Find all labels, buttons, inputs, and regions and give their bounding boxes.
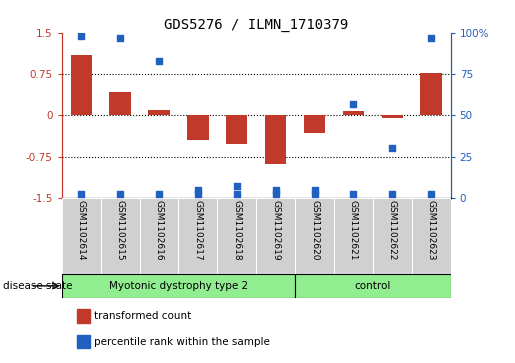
Bar [140, 198, 178, 274]
Bar [342, 111, 364, 115]
Text: GSM1102619: GSM1102619 [271, 200, 280, 261]
Point [77, 191, 85, 197]
Bar [256, 198, 295, 274]
Point [427, 191, 435, 197]
Text: GSM1102616: GSM1102616 [154, 200, 163, 261]
Point [155, 191, 163, 197]
Point [155, 58, 163, 64]
Text: percentile rank within the sample: percentile rank within the sample [94, 337, 270, 347]
Text: GSM1102617: GSM1102617 [194, 200, 202, 261]
Point [349, 101, 357, 107]
Title: GDS5276 / ILMN_1710379: GDS5276 / ILMN_1710379 [164, 18, 348, 32]
Bar [304, 115, 325, 133]
Point [388, 191, 397, 197]
Text: disease state: disease state [3, 281, 72, 291]
Bar [178, 198, 217, 274]
Bar [420, 73, 442, 115]
Text: GSM1102618: GSM1102618 [232, 200, 241, 261]
Point [311, 191, 319, 197]
Bar [295, 198, 334, 274]
Point [194, 187, 202, 192]
Point [349, 191, 357, 197]
Point [427, 35, 435, 41]
Text: control: control [355, 281, 391, 291]
Point [271, 187, 280, 192]
Point [116, 35, 124, 41]
Bar [62, 198, 101, 274]
Bar [412, 198, 451, 274]
Text: GSM1102622: GSM1102622 [388, 200, 397, 261]
Bar [100, 198, 140, 274]
Text: Myotonic dystrophy type 2: Myotonic dystrophy type 2 [109, 281, 248, 291]
Bar [187, 115, 209, 140]
Text: GSM1102615: GSM1102615 [116, 200, 125, 261]
Text: GSM1102620: GSM1102620 [310, 200, 319, 261]
Text: GSM1102614: GSM1102614 [77, 200, 85, 261]
Point [388, 145, 397, 151]
Text: GSM1102623: GSM1102623 [427, 200, 436, 261]
Bar [217, 198, 256, 274]
Point [233, 191, 241, 197]
Text: transformed count: transformed count [94, 311, 191, 321]
Point [77, 33, 85, 39]
Bar [62, 274, 295, 298]
Bar [334, 198, 373, 274]
Point [311, 187, 319, 192]
Point [194, 191, 202, 197]
Bar [265, 115, 286, 164]
Bar [295, 274, 451, 298]
Point [116, 191, 124, 197]
Bar [148, 110, 170, 115]
Bar [109, 92, 131, 115]
Point [271, 191, 280, 197]
Bar [71, 55, 92, 115]
Point [233, 183, 241, 189]
Text: GSM1102621: GSM1102621 [349, 200, 358, 261]
Bar [382, 115, 403, 118]
Bar [373, 198, 411, 274]
Bar [226, 115, 248, 144]
